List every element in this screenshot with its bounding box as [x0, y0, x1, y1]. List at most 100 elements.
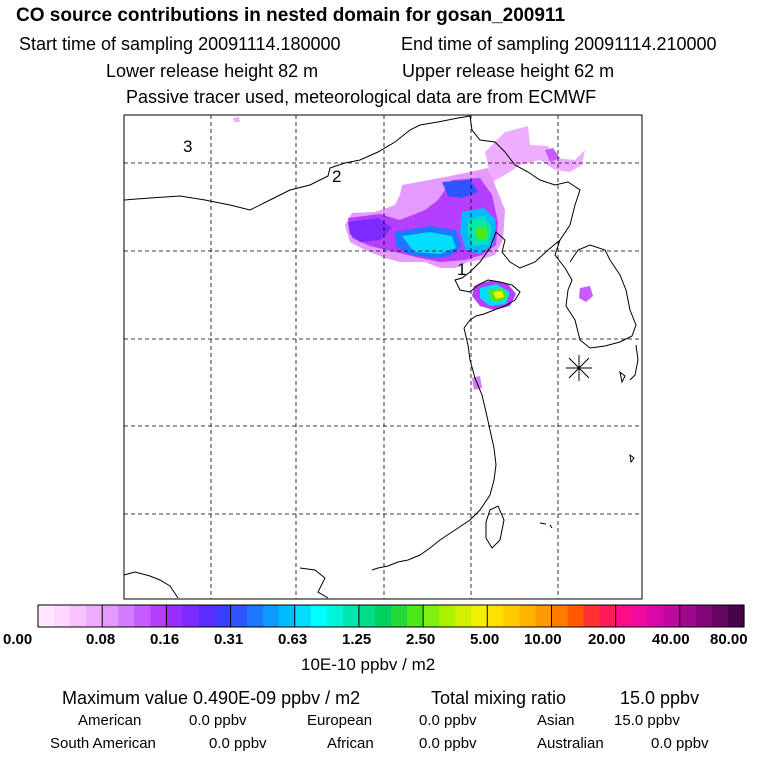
colorbar-swatch — [54, 605, 71, 627]
region-value-asian: 15.0 ppbv — [614, 712, 680, 729]
concentration-plumes — [233, 117, 593, 390]
colorbar-swatch — [246, 605, 264, 627]
region-value-american: 0.0 ppbv — [189, 712, 247, 729]
plume-west-violet — [348, 218, 392, 242]
maximum-value: Maximum value 0.490E-09 ppbv / m2 — [62, 688, 361, 708]
plume-east-green — [474, 226, 488, 240]
region-name-american: American — [78, 712, 142, 729]
island-1 — [619, 370, 626, 384]
region-name-asian: Asian — [537, 712, 575, 729]
border-north — [123, 115, 471, 211]
coast-hainan-area — [299, 567, 329, 599]
colorbar-swatch — [663, 605, 681, 627]
colorbar-swatch — [150, 605, 167, 627]
colorbar-swatch — [326, 605, 344, 627]
colorbar-swatch — [647, 605, 665, 627]
colorbar-swatch — [70, 605, 87, 627]
colorbar — [37, 604, 745, 628]
colorbar-swatch — [86, 605, 103, 627]
colorbar-swatch — [567, 605, 585, 627]
colorbar-swatch — [519, 605, 537, 627]
colorbar-tick-8: 10.00 — [524, 631, 562, 648]
total-mixing-label: Total mixing ratio — [431, 688, 567, 708]
colorbar-swatch — [407, 605, 424, 627]
colorbar-swatch — [118, 605, 135, 627]
region-value-south-american: 0.0 ppbv — [209, 735, 267, 752]
region-value-european: 0.0 ppbv — [419, 712, 477, 729]
region-value-australian: 0.0 ppbv — [651, 735, 709, 752]
plume-central-cyan — [402, 232, 456, 254]
coastline-borders — [123, 115, 639, 599]
lower-release-height: Lower release height 82 m — [106, 61, 319, 81]
colorbar-swatch — [342, 605, 360, 627]
plume-far-northwest — [233, 117, 240, 122]
colorbar-swatch — [455, 605, 472, 627]
colorbar-swatch — [615, 605, 633, 627]
upper-release-height: Upper release height 62 m — [402, 61, 615, 81]
colorbar-tick-10: 40.00 — [652, 631, 690, 648]
colorbar-tick-1: 0.08 — [86, 631, 116, 648]
colorbar-tick-11: 80.00 — [710, 631, 748, 648]
colorbar-swatch — [214, 605, 232, 627]
coast-japan — [629, 344, 639, 381]
plume-northeast — [485, 126, 585, 182]
colorbar-tick-6: 2.50 — [406, 631, 436, 648]
coast-bohai — [454, 231, 561, 293]
colorbar-tick-7: 5.00 — [470, 631, 500, 648]
coast-east-china — [371, 327, 497, 571]
colorbar-swatch — [38, 605, 55, 627]
trajectory-label-2: 2 — [332, 167, 341, 186]
colorbar-swatch — [102, 605, 119, 627]
region-name-african: African — [327, 735, 374, 752]
coast-southwest — [123, 571, 179, 599]
colorbar-swatch — [166, 605, 184, 627]
colorbar-tick-0: 0.00 — [3, 631, 33, 648]
colorbar-swatch — [439, 605, 456, 627]
colorbar-swatch — [310, 605, 328, 627]
coast-shandong — [463, 279, 521, 329]
colorbar-swatch — [358, 605, 376, 627]
colorbar-tick-9: 20.00 — [588, 631, 626, 648]
colorbar-swatch — [262, 605, 280, 627]
colorbar-swatch — [711, 605, 729, 627]
colorbar-swatch — [695, 605, 713, 627]
colorbar-swatch — [599, 605, 617, 627]
colorbar-swatch — [631, 605, 649, 627]
colorbar-swatch — [182, 605, 200, 627]
colorbar-swatch — [278, 605, 296, 627]
plume-shandong-yellow — [493, 291, 504, 299]
colorbar-swatch — [487, 605, 504, 627]
plot-title: CO source contributions in nested domain… — [16, 5, 566, 26]
region-value-african: 0.0 ppbv — [419, 735, 477, 752]
station-star-icon — [566, 355, 592, 381]
colorbar-tick-3: 0.31 — [214, 631, 244, 648]
coast-taiwan — [485, 505, 505, 549]
island-2 — [629, 453, 635, 464]
plume-main-mid — [348, 178, 498, 262]
colorbar-swatch — [535, 605, 553, 627]
coast-korea — [565, 244, 637, 349]
colorbar-swatch — [423, 605, 440, 627]
plume-korea — [579, 286, 593, 302]
colorbar-swatch — [391, 605, 408, 627]
colorbar-swatch — [551, 605, 569, 627]
border-northeast — [469, 115, 581, 307]
region-name-south-american: South American — [50, 735, 156, 752]
colorbar-swatch — [679, 605, 697, 627]
colorbar-swatch — [503, 605, 520, 627]
sampling-end-time: End time of sampling 20091114.210000 — [401, 34, 717, 54]
region-name-australian: Australian — [537, 735, 604, 752]
colorbar-swatch — [134, 605, 151, 627]
colorbar-swatch — [583, 605, 601, 627]
colorbar-frame — [37, 604, 745, 628]
plume-northeast-core — [545, 148, 560, 162]
trajectory-label-1: 1 — [457, 260, 466, 279]
islands-ryukyu — [539, 522, 553, 529]
colorbar-swatch — [294, 605, 312, 627]
tracer-info: Passive tracer used, meteorological data… — [126, 87, 597, 107]
colorbar-unit: 10E-10 ppbv / m2 — [301, 655, 436, 674]
colorbar-swatch — [471, 605, 488, 627]
colorbar-swatch — [230, 605, 248, 627]
colorbar-swatch — [198, 605, 216, 627]
colorbar-swatch — [374, 605, 392, 627]
